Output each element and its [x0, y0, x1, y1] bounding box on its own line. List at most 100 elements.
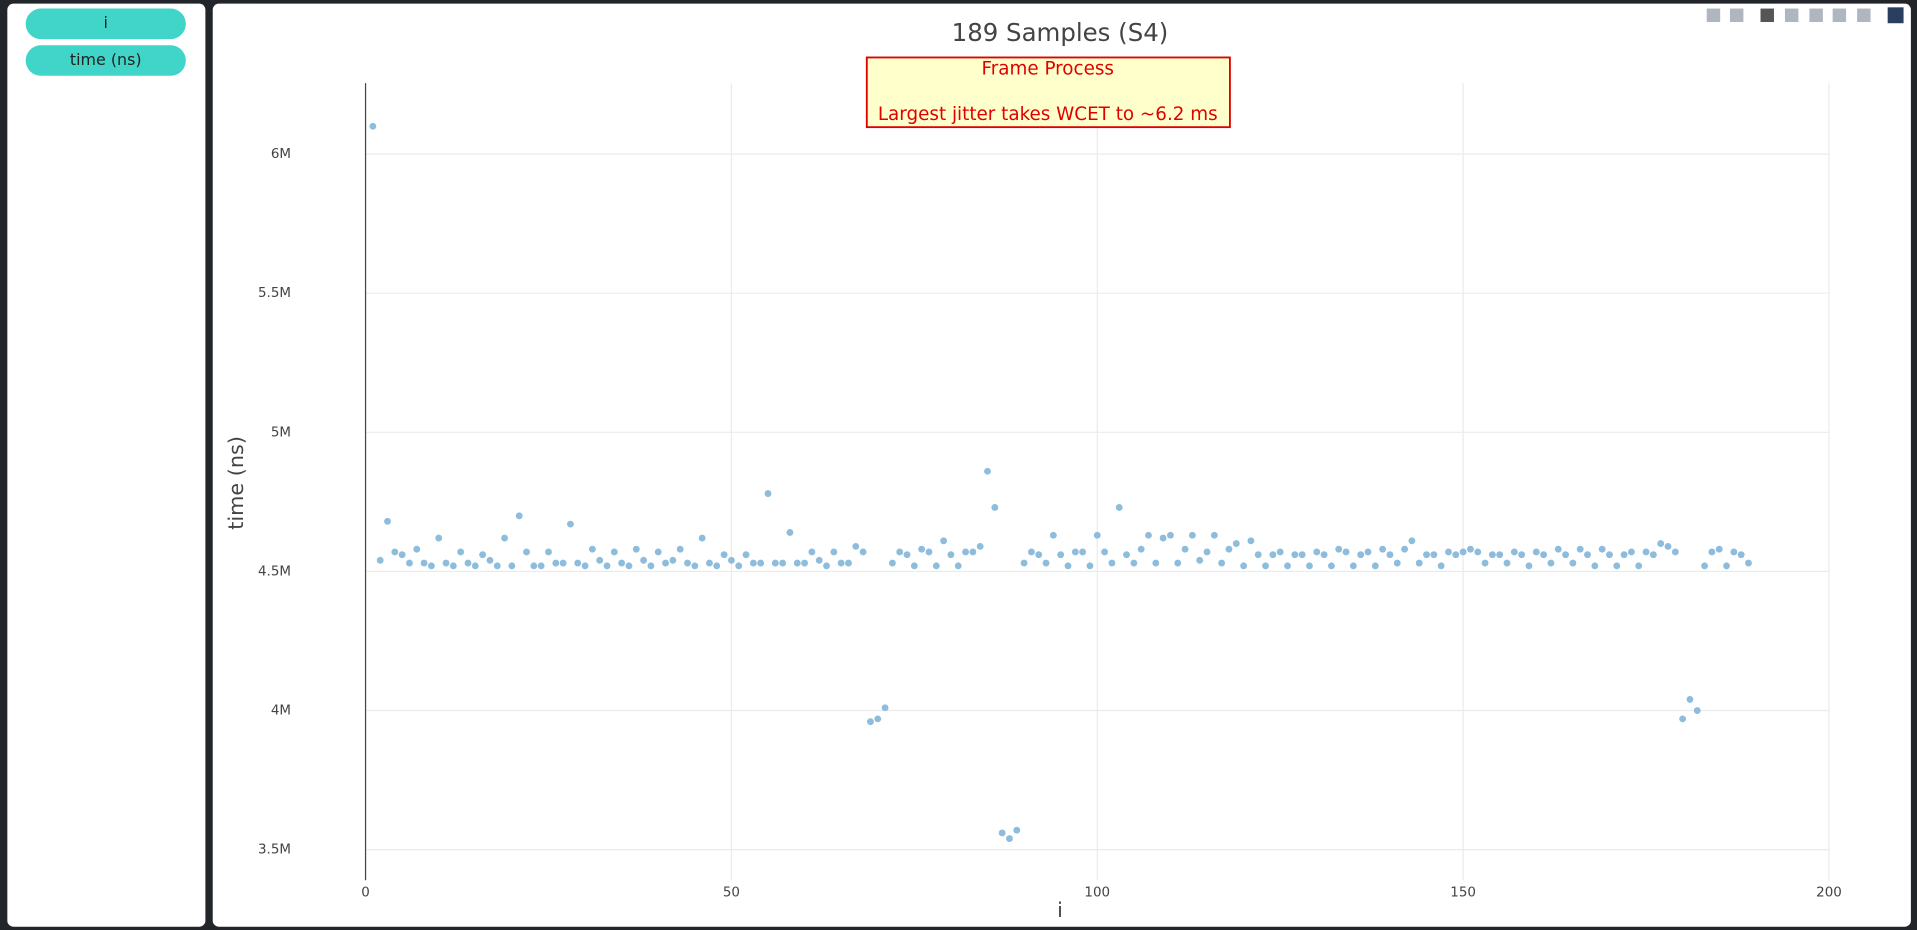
point: [1335, 545, 1343, 553]
point: [654, 548, 662, 556]
point: [1298, 551, 1306, 559]
point: [1313, 548, 1321, 556]
annotation-box: [865, 56, 1231, 129]
point: [1057, 551, 1065, 559]
point: [391, 548, 399, 556]
modebar-button[interactable]: [1729, 8, 1744, 23]
point: [1693, 707, 1701, 714]
point: [720, 551, 728, 559]
point: [588, 545, 596, 553]
point: [1503, 559, 1511, 567]
point: [1481, 559, 1489, 567]
point: [501, 534, 509, 542]
point: [984, 467, 991, 475]
point: [1042, 559, 1050, 567]
point: [1393, 559, 1401, 567]
variable-button[interactable]: time (ns): [25, 45, 186, 76]
point: [1649, 551, 1657, 559]
point: [1569, 559, 1577, 567]
point: [808, 548, 816, 556]
modebar-button[interactable]: [1857, 8, 1871, 23]
point: [1254, 551, 1262, 559]
y-tick-label: 5.5M: [258, 286, 291, 301]
point: [1188, 531, 1196, 539]
variable-button[interactable]: i: [25, 8, 186, 40]
point: [1723, 562, 1730, 570]
modebar: [1706, 7, 1904, 24]
point: [954, 562, 962, 570]
point: [1540, 551, 1548, 559]
point: [435, 534, 443, 542]
point: [567, 520, 574, 528]
point: [647, 562, 655, 570]
point: [1627, 548, 1635, 556]
point: [969, 548, 977, 556]
point: [779, 559, 787, 567]
point: [998, 829, 1006, 837]
point: [845, 559, 852, 567]
y-tick-label: 4.5M: [258, 564, 291, 579]
point: [574, 559, 582, 567]
point: [1291, 551, 1299, 559]
modebar-button[interactable]: [1887, 7, 1904, 24]
point: [1225, 545, 1233, 553]
point: [698, 534, 706, 542]
modebar-button[interactable]: [1809, 8, 1823, 23]
point: [603, 562, 611, 570]
sidebar: i time (ns): [7, 3, 206, 927]
point: [1086, 562, 1094, 570]
point: [1657, 540, 1665, 548]
point: [1342, 548, 1350, 556]
point: [896, 548, 904, 556]
point: [823, 562, 830, 570]
modebar-button[interactable]: [1784, 8, 1799, 23]
point: [1027, 548, 1035, 556]
point: [464, 559, 472, 567]
point: [1401, 545, 1409, 553]
point: [874, 715, 882, 723]
point: [757, 559, 765, 567]
point: [1320, 551, 1328, 559]
point: [384, 517, 391, 525]
point: [1518, 551, 1526, 559]
modebar-button[interactable]: [1706, 8, 1721, 23]
point: [830, 548, 838, 556]
point: [735, 562, 743, 570]
point: [1686, 695, 1694, 703]
point: [771, 559, 779, 567]
point: [1679, 715, 1687, 723]
point: [1035, 551, 1043, 559]
point: [537, 562, 545, 570]
point: [1101, 548, 1109, 556]
point: [1071, 548, 1079, 556]
point: [1349, 562, 1357, 570]
point: [610, 548, 618, 556]
point: [1006, 835, 1013, 842]
point: [976, 542, 984, 550]
x-tick-label: 100: [1084, 885, 1110, 900]
y-tick-label: 5M: [271, 425, 291, 440]
modebar-button[interactable]: [1760, 8, 1774, 23]
point: [1306, 562, 1313, 570]
point: [1371, 562, 1379, 570]
point: [1013, 826, 1021, 834]
point: [1562, 551, 1569, 559]
point: [1364, 548, 1372, 556]
point: [676, 545, 684, 553]
point: [1430, 551, 1438, 559]
point: [552, 559, 560, 567]
point: [1196, 556, 1204, 564]
point: [1584, 551, 1591, 559]
point: [413, 545, 421, 553]
point: [786, 529, 794, 536]
point: [947, 551, 955, 559]
point: [1232, 540, 1240, 548]
point: [925, 548, 933, 556]
point: [545, 548, 552, 556]
modebar-button[interactable]: [1832, 8, 1847, 23]
point: [1459, 548, 1467, 556]
point: [1474, 548, 1482, 556]
point: [398, 551, 406, 559]
